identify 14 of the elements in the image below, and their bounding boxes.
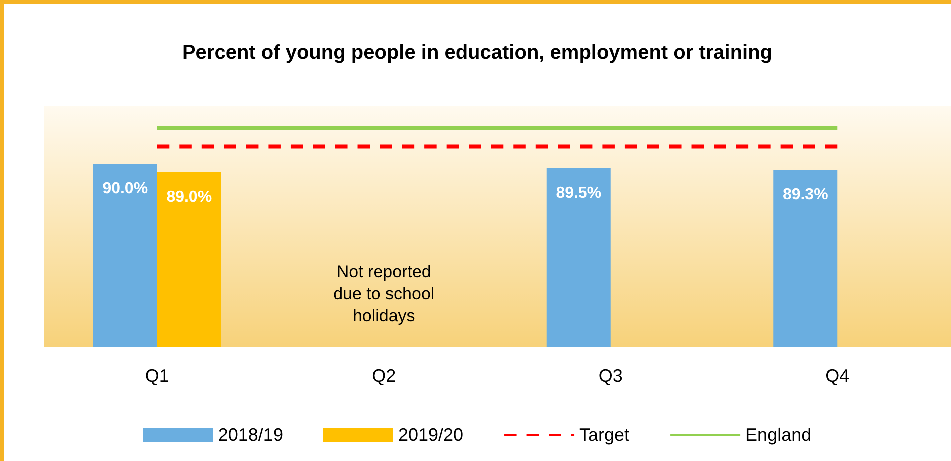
data-label: 89.3% [782,186,828,204]
x-tick-label: Q3 [598,366,623,386]
x-tick-label: Q2 [372,366,396,386]
x-tick-label: Q4 [826,366,850,386]
legend-label: 2019/20 [398,425,464,445]
legend-label: 2018/19 [218,425,284,445]
annotation: Not reported due to school holidays [334,262,435,326]
legend-label: England [746,425,812,445]
legend-label: Target [580,425,630,445]
data-label: 90.0% [102,180,148,198]
x-tick-label: Q1 [145,366,170,386]
data-label: 89.5% [556,184,602,202]
data-label: 89.0% [166,188,212,206]
chart-title: Percent of young people in education, employment or training [182,42,773,64]
